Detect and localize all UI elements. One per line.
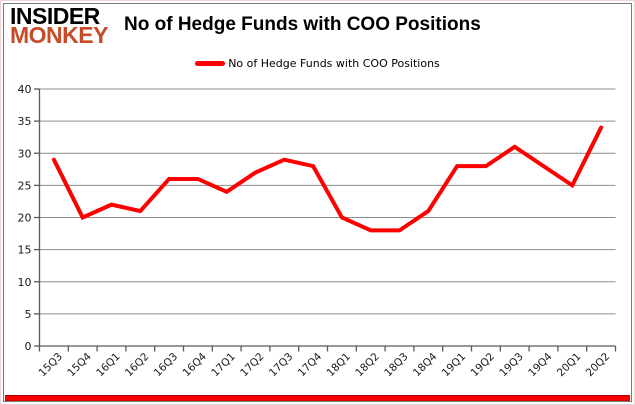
legend-line-swatch xyxy=(195,61,226,66)
series-line xyxy=(51,125,604,233)
y-tick-label: 40 xyxy=(18,83,32,96)
x-tick-label: 18Q4 xyxy=(411,350,440,379)
x-tick-label: 19Q2 xyxy=(469,351,498,380)
x-tick-label: 16Q4 xyxy=(181,350,210,379)
y-tick-label: 35 xyxy=(18,115,32,128)
x-tick-label: 17Q1 xyxy=(209,351,238,380)
logo-monkey-text: MONKEY xyxy=(10,22,108,49)
x-tick-label: 15Q4 xyxy=(65,350,94,379)
x-tick-label: 19Q1 xyxy=(440,351,469,380)
y-tick-label: 10 xyxy=(18,276,32,289)
chart-title: No of Hedge Funds with COO Positions xyxy=(124,14,481,35)
x-tick-label: 20Q1 xyxy=(555,351,584,380)
y-tick-label: 20 xyxy=(18,212,32,225)
x-tick-label: 16Q2 xyxy=(123,351,152,380)
y-tick-label: 5 xyxy=(25,308,32,321)
x-tick-label: 15Q3 xyxy=(37,351,66,380)
x-tick-label: 16Q3 xyxy=(152,351,181,380)
bottom-red-bar xyxy=(5,395,630,401)
x-tick-label: 18Q2 xyxy=(353,351,382,380)
logo-insider-text: INSIDER xyxy=(10,3,100,29)
x-tick-label: 16Q1 xyxy=(94,351,123,380)
y-tick-label: 0 xyxy=(25,340,32,353)
y-tick-label: 15 xyxy=(18,244,32,257)
x-tick-label: 17Q4 xyxy=(296,350,325,379)
x-tick-label: 19Q3 xyxy=(497,351,526,380)
x-tick-label: 20Q2 xyxy=(584,351,613,380)
x-tick-label: 17Q3 xyxy=(267,351,296,380)
legend: No of Hedge Funds with COO Positions xyxy=(1,57,634,70)
x-tick-label: 18Q1 xyxy=(325,351,354,380)
x-tick-label: 19Q4 xyxy=(526,350,555,379)
x-tick-label: 17Q2 xyxy=(238,351,267,380)
legend-label: No of Hedge Funds with COO Positions xyxy=(228,57,440,70)
x-tick-label: 18Q3 xyxy=(382,351,411,380)
insider-monkey-logo: INSIDER MONKEY xyxy=(10,3,108,49)
y-tick-label: 25 xyxy=(18,179,32,192)
y-tick-label: 30 xyxy=(18,147,32,160)
